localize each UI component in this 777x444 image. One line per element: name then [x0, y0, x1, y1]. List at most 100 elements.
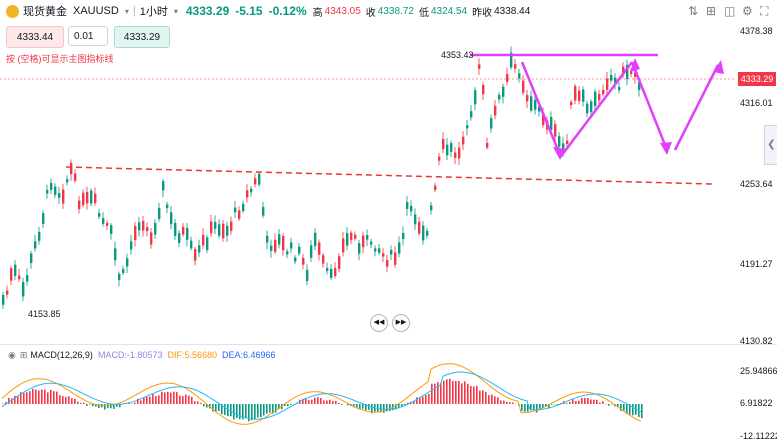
candle: [234, 207, 237, 213]
macd-bar: [278, 404, 280, 410]
macd-bar: [173, 391, 175, 404]
macd-bar: [176, 392, 178, 404]
candle: [498, 94, 501, 100]
macd-bar: [311, 399, 313, 404]
candle: [2, 295, 5, 305]
macd-bar: [452, 380, 454, 404]
macd-bar: [434, 383, 436, 404]
candle: [354, 234, 357, 239]
candle: [378, 248, 381, 253]
macd-bar: [419, 397, 421, 404]
macd-bar: [104, 404, 106, 410]
low-mark-label: 4153.85: [28, 309, 61, 319]
macd-bar: [521, 404, 523, 412]
macd-bar: [188, 395, 190, 404]
chevron-left-icon[interactable]: ❮: [764, 125, 777, 165]
symbol-header: 现货黄金 XAUUSD ▾ | 1小时 ▾ 4333.29 -5.15 -0.1…: [0, 0, 777, 22]
macd-bar: [218, 404, 220, 412]
macd-bar: [314, 397, 316, 404]
candle: [74, 173, 77, 181]
candle: [342, 238, 345, 253]
candle: [238, 210, 241, 219]
macd-bar: [539, 404, 541, 410]
candle: [242, 203, 245, 212]
candle: [562, 143, 565, 152]
macd-legend: ◉ ⊞ MACD(12,26,9) MACD:-1.80573 DIF:5.56…: [8, 348, 281, 362]
candle: [182, 226, 185, 235]
macd-bar: [290, 404, 292, 405]
candle: [270, 245, 273, 251]
macd-bar: [431, 383, 433, 404]
macd-bar: [530, 404, 532, 411]
macd-bar: [5, 402, 7, 404]
candle: [574, 86, 577, 101]
candle: [510, 52, 513, 68]
chart-type-icon[interactable]: ⇅: [688, 4, 699, 18]
macd-bar: [368, 404, 370, 410]
macd-bar: [116, 404, 118, 407]
indicator-icon[interactable]: ⊞: [706, 4, 717, 18]
buy-button[interactable]: 4333.29: [114, 26, 170, 48]
macd-bar: [113, 404, 115, 409]
candle: [606, 78, 609, 90]
chevron-down-icon[interactable]: ▾: [173, 6, 178, 16]
interval-selector[interactable]: 1小时: [139, 6, 168, 18]
candle: [42, 213, 45, 225]
scroll-right-button[interactable]: ▶▶: [392, 314, 410, 332]
macd-bar: [185, 394, 187, 404]
high-mark-label: 4353.43: [441, 50, 474, 60]
macd-title[interactable]: MACD(12,26,9): [30, 350, 93, 360]
symbol-code[interactable]: XAUUSD: [73, 5, 119, 17]
candle: [290, 242, 293, 249]
dif-value: DIF:5.56680: [167, 350, 217, 360]
candle: [374, 248, 377, 252]
macd-bar: [215, 404, 217, 412]
candle: [102, 218, 105, 224]
chevron-down-icon[interactable]: ▾: [124, 6, 129, 16]
candle: [430, 205, 433, 211]
candle: [166, 204, 169, 208]
macd-bar: [95, 404, 97, 407]
scroll-left-button[interactable]: ◀◀: [370, 314, 388, 332]
symbol-name[interactable]: 现货黄金: [23, 6, 67, 18]
trend-arrows: [520, 61, 720, 156]
macd-bar: [395, 404, 397, 410]
candle: [70, 162, 73, 175]
macd-bar: [551, 404, 553, 405]
macd-bar: [620, 404, 622, 411]
eye-icon[interactable]: ◉: [8, 349, 16, 360]
candle: [230, 221, 233, 231]
candle: [6, 290, 9, 295]
macd-bar: [590, 399, 592, 404]
price-chart[interactable]: [0, 22, 736, 342]
candle: [414, 214, 417, 225]
quantity-input[interactable]: 0.01: [68, 26, 108, 46]
candle: [402, 232, 405, 239]
macd-chart[interactable]: [0, 362, 736, 444]
settings-icon[interactable]: ⚙: [742, 4, 753, 18]
macd-bar: [74, 398, 76, 404]
candle: [218, 224, 221, 236]
candle: [306, 269, 309, 282]
sell-button[interactable]: 4333.44: [6, 26, 64, 48]
macd-bar: [140, 400, 142, 404]
candle: [210, 221, 213, 234]
candle: [390, 249, 393, 255]
macd-bar: [554, 404, 556, 405]
macd-bar: [221, 404, 223, 415]
current-price-tag: 4333.29: [738, 72, 776, 86]
screenshot-icon[interactable]: ◫: [724, 4, 736, 18]
macd-toggle-icon[interactable]: ⊞: [19, 349, 28, 360]
macd-bar: [167, 391, 169, 404]
candle: [474, 90, 477, 105]
fullscreen-icon[interactable]: ⛶: [760, 4, 769, 18]
macd-bar: [170, 392, 172, 404]
candle: [22, 281, 25, 297]
macd-bar: [200, 402, 202, 404]
indicator-hint: 按 (空格)可显示主图指标线: [6, 54, 114, 64]
candle: [482, 84, 485, 95]
pane-divider: [0, 344, 777, 345]
candle: [386, 259, 389, 267]
macd-bar: [269, 404, 271, 413]
macd-bar: [542, 404, 544, 408]
